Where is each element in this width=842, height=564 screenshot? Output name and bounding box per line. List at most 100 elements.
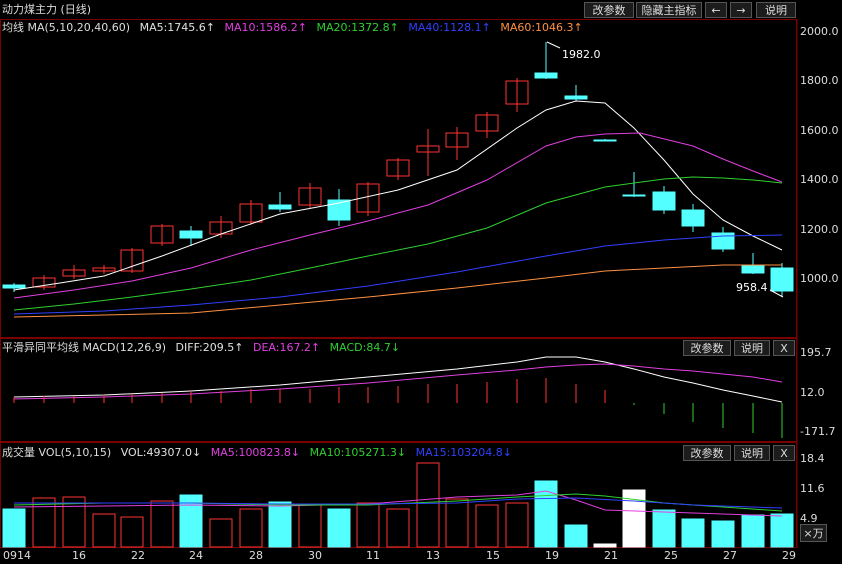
volume-bar-down [770,513,794,548]
candle-up [120,249,144,272]
x-tick-11: 11 [366,549,380,562]
vol-y-tick-top: 18.4 [800,452,825,465]
macd-y-tick-mid: 12.0 [800,386,825,399]
candle-down [652,191,676,211]
vol-value: VOL:49307.0↓ [120,446,202,459]
help-button[interactable]: 说明 [756,2,796,18]
low-annotation: 958.4 [736,281,768,294]
ma20-line [13,176,783,311]
volume-bar-up [62,496,86,548]
candle-down [327,199,351,221]
volume-bar-flat [593,543,617,548]
macd-y-tick-bottom: -171.7 [800,425,836,438]
candle-down [711,232,735,250]
volume-bar-up [445,498,469,548]
vol-ma5-line [13,490,783,517]
x-tick-15: 15 [486,549,500,562]
candle-down [564,95,588,100]
volume-bar-down [179,494,203,548]
x-tick-25: 25 [664,549,678,562]
hide-main-indicator-button[interactable]: 隐藏主指标 [636,2,702,18]
volume-help-button[interactable]: 说明 [734,445,770,461]
volume-bar-flat [622,489,646,548]
macd-macd-value: MACD:84.7↓ [329,341,401,354]
volume-legend: 成交量 VOL(5,10,15) VOL:49307.0↓ MA5:100823… [2,445,518,461]
ma60-value: MA60:1046.3↑ [500,21,583,34]
x-tick-22: 22 [131,549,145,562]
volume-bar-up [239,508,263,548]
candle-down [593,139,617,142]
macd-label: 平滑异同平均线 MACD(12,26,9) [2,341,167,354]
vol-ma15-line [14,497,783,509]
volume-bar-up [150,500,174,548]
candle-up [150,225,174,244]
candle-down [268,204,292,210]
candle-down [622,194,646,197]
vol-y-tick-mid: 11.6 [800,482,825,495]
volume-label: 成交量 VOL(5,10,15) [2,446,112,459]
volume-bar-up [120,516,144,548]
volume-bar-down [534,480,558,548]
chart-title: 动力煤主力 (日线) [2,3,92,16]
prev-arrow-button[interactable]: ← [705,2,727,18]
ma20-value: MA20:1372.8↑ [316,21,399,34]
macd-diff-value: DIFF:209.5↑ [175,341,244,354]
macd-y-tick-top: 195.7 [800,346,832,359]
x-tick-0914: 0914 [3,549,31,562]
x-tick-19: 19 [545,549,559,562]
x-tick-27: 27 [723,549,737,562]
volume-bar-down [564,524,588,548]
x-tick-13: 13 [426,549,440,562]
ma-label: 均线 MA(5,10,20,40,60) [2,21,131,34]
candle-down [770,267,794,292]
x-tick-16: 16 [72,549,86,562]
volume-unit-button[interactable]: ×万 [800,524,827,542]
volume-bar-down [681,518,705,548]
volume-bar-down [2,508,26,548]
volume-bar-up [505,502,529,548]
candle-down [2,284,26,289]
macd-help-button[interactable]: 说明 [734,340,770,356]
x-tick-28: 28 [249,549,263,562]
volume-bar-up [298,504,322,548]
x-tick-21: 21 [604,549,618,562]
ma5-line [13,100,783,291]
volume-bar-down [741,514,765,548]
volume-bar-up [416,462,440,548]
candle-up [386,159,410,177]
volume-close-button[interactable]: X [773,445,795,461]
macd-close-button[interactable]: X [773,340,795,356]
macd-params-button[interactable]: 改参数 [683,340,731,356]
low-annotation-pointer [769,289,784,298]
candle-up [445,132,469,148]
candle-up [356,183,380,213]
vol-ma5-value: MA5:100823.8↓ [210,446,301,459]
y-tick-1200: 1200.0 [800,223,839,236]
volume-params-button[interactable]: 改参数 [683,445,731,461]
candle-up [92,267,116,272]
change-params-button[interactable]: 改参数 [584,2,634,18]
ma40-line [13,234,783,315]
ma5-value: MA5:1745.6↑ [139,21,216,34]
macd-legend: 平滑异同平均线 MACD(12,26,9) DIFF:209.5↑ DEA:16… [2,340,406,356]
y-tick-1800: 1800.0 [800,74,839,87]
candle-up [62,269,86,277]
y-tick-2000: 2000.0 [800,25,839,38]
y-tick-1000: 1000.0 [800,272,839,285]
y-tick-1600: 1600.0 [800,124,839,137]
ma10-line [13,132,783,299]
candle-down [681,209,705,227]
volume-bar-up [32,497,56,548]
vol-ma10-value: MA10:105271.3↓ [309,446,407,459]
volume-bar-down [327,508,351,548]
x-tick-29: 29 [782,549,796,562]
next-arrow-button[interactable]: → [730,2,752,18]
volume-bar-up [92,513,116,548]
candle-up [239,203,263,223]
candle-up [475,114,499,132]
ma-legend: 均线 MA(5,10,20,40,60) MA5:1745.6↑ MA10:15… [2,20,589,36]
macd-dea-line [13,363,783,400]
candle-up [505,80,529,105]
y-tick-1400: 1400.0 [800,173,839,186]
